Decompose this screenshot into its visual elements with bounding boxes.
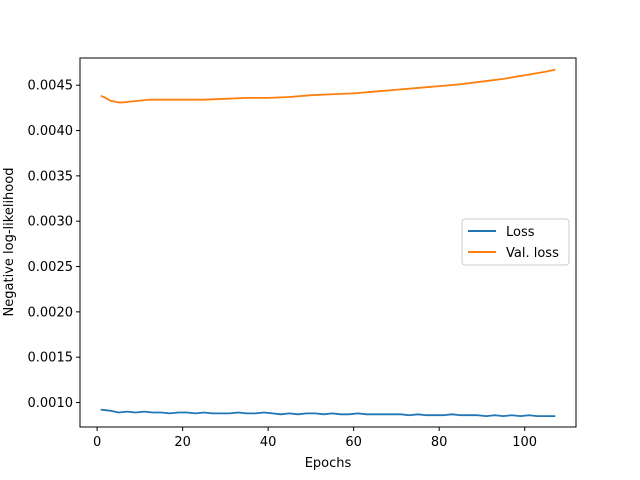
y-tick-label: 0.0015 bbox=[28, 351, 74, 366]
series-line-val-loss bbox=[100, 68, 556, 104]
y-tick-label: 0.0030 bbox=[28, 215, 74, 230]
x-tick-label: 80 bbox=[431, 435, 448, 450]
y-tick-label: 0.0040 bbox=[28, 124, 74, 139]
x-tick-label: 100 bbox=[512, 435, 537, 450]
legend: Loss Val. loss bbox=[461, 218, 570, 266]
y-axis-label: Negative log-likelihood bbox=[2, 168, 17, 317]
y-tick-label: 0.0045 bbox=[28, 79, 74, 94]
legend-label-loss: Loss bbox=[506, 225, 535, 240]
x-tick-label: 60 bbox=[345, 435, 362, 450]
y-tick-label: 0.0020 bbox=[28, 305, 74, 320]
series-line-loss bbox=[100, 408, 556, 418]
x-axis: 0 20 40 60 80 100 bbox=[93, 427, 537, 450]
legend-label-val-loss: Val. loss bbox=[506, 246, 559, 261]
y-tick-label: 0.0010 bbox=[28, 396, 74, 411]
x-tick-label: 0 bbox=[93, 435, 101, 450]
y-axis: 0.0010 0.0015 0.0020 0.0025 0.0030 0.0035 0.00… bbox=[28, 79, 80, 411]
y-tick-label: 0.0035 bbox=[28, 169, 74, 184]
x-tick-label: 40 bbox=[260, 435, 277, 450]
series-layer bbox=[100, 68, 556, 418]
x-axis-label: Epochs bbox=[305, 456, 352, 471]
plot-frame bbox=[79, 57, 577, 428]
x-tick-label: 20 bbox=[174, 435, 191, 450]
y-tick-label: 0.0025 bbox=[28, 260, 74, 275]
